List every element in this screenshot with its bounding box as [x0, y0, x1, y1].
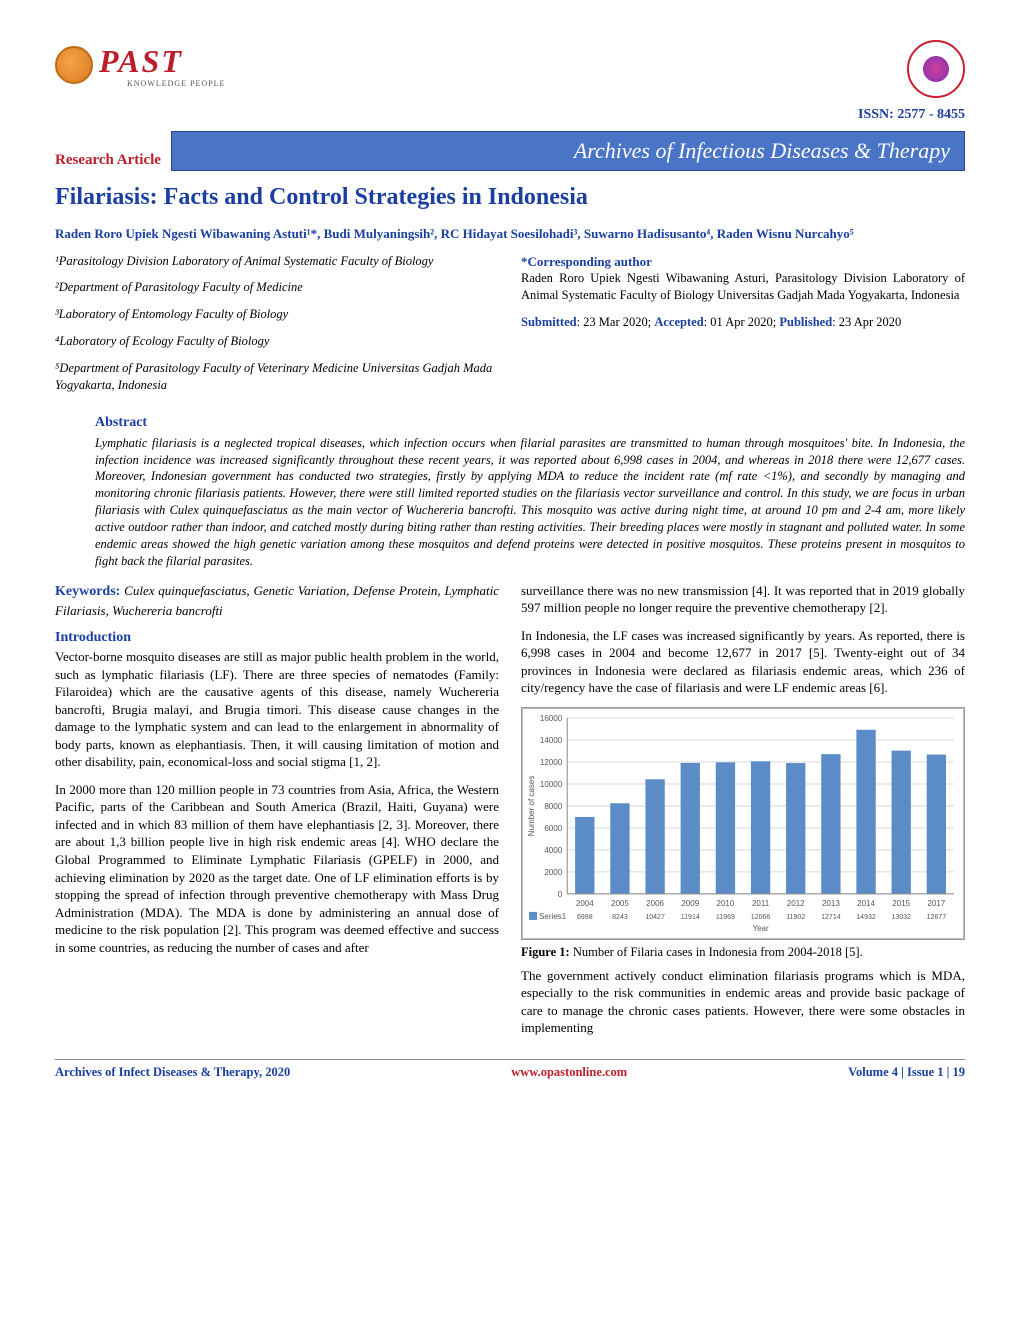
- logo-subtitle: KNOWLEDGE PEOPLE: [127, 79, 225, 90]
- bar-chart: 0 2000 4000 6000 8000 10000 12000 14000 16000 Num…: [521, 707, 965, 940]
- svg-text:10427: 10427: [645, 914, 665, 921]
- svg-text:4000: 4000: [544, 846, 562, 855]
- published-date: : 23 Apr 2020: [832, 315, 901, 329]
- submitted-date: : 23 Mar 2020;: [577, 315, 655, 329]
- svg-text:6000: 6000: [544, 824, 562, 833]
- svg-text:12714: 12714: [821, 914, 841, 921]
- svg-text:12677: 12677: [927, 914, 947, 921]
- left-column: Keywords: Culex quinquefasciatus, Geneti…: [55, 582, 499, 1047]
- svg-text:14000: 14000: [540, 736, 563, 745]
- header: PAST KNOWLEDGE PEOPLE: [55, 40, 965, 98]
- svg-text:13032: 13032: [891, 914, 911, 921]
- svg-text:2000: 2000: [544, 868, 562, 877]
- figure-caption: Figure 1: Number of Filaria cases in Ind…: [521, 944, 965, 961]
- right-column: surveillance there was no new transmissi…: [521, 582, 965, 1047]
- abstract-text: Lymphatic filariasis is a neglected trop…: [95, 435, 965, 570]
- svg-text:16000: 16000: [540, 714, 563, 723]
- svg-text:12000: 12000: [540, 758, 563, 767]
- abstract-heading: Abstract: [95, 414, 965, 433]
- body-paragraph: The government actively conduct eliminat…: [521, 967, 965, 1037]
- svg-text:8243: 8243: [612, 914, 628, 921]
- footer-mid: www.opastonline.com: [511, 1064, 627, 1081]
- intro-heading: Introduction: [55, 629, 499, 648]
- figure-caption-text: Number of Filaria cases in Indonesia fro…: [570, 945, 863, 959]
- footer: Archives of Infect Diseases & Therapy, 2…: [55, 1059, 965, 1081]
- svg-text:11969: 11969: [716, 914, 735, 921]
- svg-text:Year: Year: [752, 924, 769, 933]
- corresponding-col: *Corresponding author Raden Roro Upiek N…: [521, 253, 965, 404]
- svg-text:11902: 11902: [786, 914, 805, 921]
- svg-text:6998: 6998: [577, 914, 593, 921]
- svg-text:10000: 10000: [540, 780, 563, 789]
- affiliation: ³Laboratory of Entomology Faculty of Bio…: [55, 306, 499, 323]
- body-paragraph: In 2000 more than 120 million people in …: [55, 781, 499, 956]
- svg-text:Series1: Series1: [539, 912, 567, 921]
- svg-text:2017: 2017: [927, 899, 945, 908]
- svg-text:2015: 2015: [892, 899, 910, 908]
- authors: Raden Roro Upiek Ngesti Wibawaning Astut…: [55, 225, 965, 243]
- affiliations-col: ¹Parasitology Division Laboratory of Ani…: [55, 253, 499, 404]
- svg-text:2004: 2004: [576, 899, 594, 908]
- affiliation: ²Department of Parasitology Faculty of M…: [55, 279, 499, 296]
- figure-1: 0 2000 4000 6000 8000 10000 12000 14000 16000 Num…: [521, 707, 965, 961]
- svg-text:0: 0: [558, 890, 563, 899]
- page-title: Filariasis: Facts and Control Strategies…: [55, 181, 965, 213]
- figure-label: Figure 1:: [521, 945, 570, 959]
- svg-text:2011: 2011: [752, 899, 770, 908]
- dates-line: Submitted: 23 Mar 2020; Accepted: 01 Apr…: [521, 314, 965, 331]
- svg-text:12066: 12066: [751, 914, 771, 921]
- body-paragraph: In Indonesia, the LF cases was increased…: [521, 627, 965, 697]
- affiliation: ¹Parasitology Division Laboratory of Ani…: [55, 253, 499, 270]
- published-label: Published: [779, 315, 832, 329]
- svg-text:11914: 11914: [681, 914, 700, 921]
- publisher-logo: PAST KNOWLEDGE PEOPLE: [55, 40, 225, 90]
- journal-badge-icon: [907, 40, 965, 98]
- journal-name: Archives of Infectious Diseases & Therap…: [171, 131, 965, 171]
- svg-text:2014: 2014: [857, 899, 875, 908]
- issn: ISSN: 2577 - 8455: [55, 106, 965, 125]
- body-paragraph: surveillance there was no new transmissi…: [521, 582, 965, 617]
- accepted-label: Accepted: [654, 315, 703, 329]
- affiliation: ⁴Laboratory of Ecology Faculty of Biolog…: [55, 333, 499, 350]
- keywords-block: Keywords: Culex quinquefasciatus, Geneti…: [55, 582, 499, 619]
- corresponding-heading: *Corresponding author: [521, 253, 965, 271]
- keywords-heading: Keywords:: [55, 584, 120, 599]
- svg-text:2005: 2005: [611, 899, 629, 908]
- submitted-label: Submitted: [521, 315, 577, 329]
- svg-text:2012: 2012: [787, 899, 805, 908]
- keywords-text: Culex quinquefasciatus, Genetic Variatio…: [55, 583, 499, 618]
- body-columns: Keywords: Culex quinquefasciatus, Geneti…: [55, 582, 965, 1047]
- svg-text:8000: 8000: [544, 802, 562, 811]
- svg-text:2009: 2009: [681, 899, 699, 908]
- footer-left: Archives of Infect Diseases & Therapy, 2…: [55, 1064, 290, 1081]
- svg-text:14932: 14932: [856, 914, 876, 921]
- logo-text: PAST: [99, 40, 225, 83]
- journal-badge-wrap: [907, 40, 965, 98]
- footer-right: Volume 4 | Issue 1 | 19: [848, 1064, 965, 1081]
- article-type: Research Article: [55, 150, 161, 170]
- accepted-date: : 01 Apr 2020;: [704, 315, 780, 329]
- body-paragraph: Vector-borne mosquito diseases are still…: [55, 648, 499, 771]
- globe-icon: [55, 46, 93, 84]
- banner-row: Research Article Archives of Infectious …: [55, 131, 965, 171]
- corresponding-text: Raden Roro Upiek Ngesti Wibawaning Astur…: [521, 270, 965, 304]
- svg-text:2006: 2006: [646, 899, 664, 908]
- affil-corr-block: ¹Parasitology Division Laboratory of Ani…: [55, 253, 965, 404]
- svg-text:2010: 2010: [716, 899, 734, 908]
- svg-text:Number of cases: Number of cases: [527, 776, 536, 837]
- affiliation: ⁵Department of Parasitology Faculty of V…: [55, 360, 499, 394]
- svg-text:2013: 2013: [822, 899, 840, 908]
